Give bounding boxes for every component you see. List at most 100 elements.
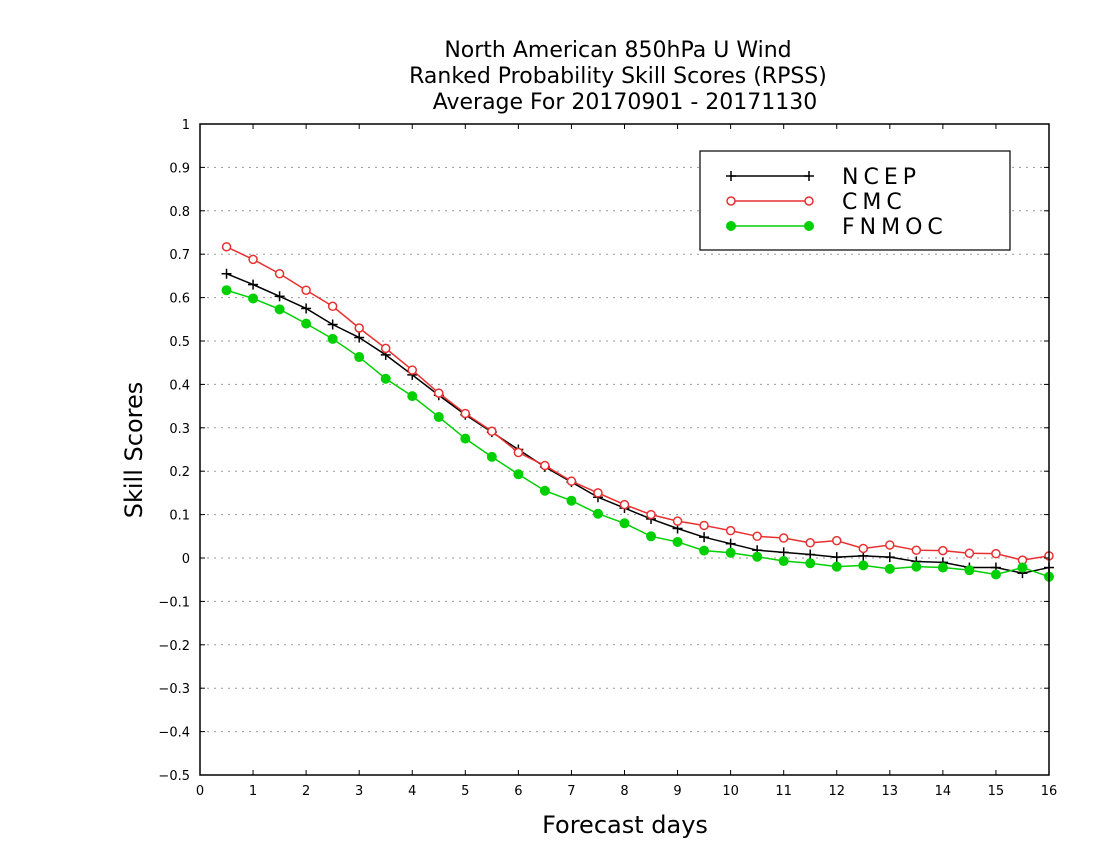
- y-tick-label: 0.5: [169, 335, 190, 350]
- grid-layer: [200, 166, 1049, 733]
- ticks-layer: 1 0.9 0.8 0.7 0.6 0.5 0.4 0.3 0.2 0.1 0 −0.1 −0.2 −0.…: [158, 118, 1057, 799]
- data-point-ncep: [725, 538, 736, 549]
- y-tick-label: 0.3: [169, 422, 190, 437]
- data-point-ncep: [805, 549, 816, 560]
- legend-item-ncep: NCEP: [726, 165, 921, 190]
- x-tick-label: 3: [355, 784, 363, 799]
- chart-title-line-3: Average For 20170901 - 20171130: [433, 90, 818, 115]
- series-cmc: [221, 242, 1054, 565]
- chart-title-line-2: Ranked Probability Skill Scores (RPSS): [409, 64, 827, 89]
- data-point-cmc: [885, 540, 895, 550]
- series-line-ncep: [226, 273, 1050, 574]
- data-point-fnmoc: [964, 565, 975, 576]
- data-point-ncep: [274, 291, 285, 302]
- data-point-ncep: [301, 303, 312, 314]
- chart-title-line-1: North American 850hPa U Wind: [444, 38, 791, 63]
- data-point-cmc: [805, 538, 815, 548]
- series-ncep: [221, 268, 1054, 579]
- data-point-fnmoc: [990, 569, 1001, 580]
- data-point-cmc: [380, 343, 391, 354]
- y-tick-label: 0: [182, 552, 190, 567]
- data-point-cmc: [566, 476, 577, 486]
- legend-marker-fnmoc: [726, 221, 736, 231]
- data-point-cmc: [646, 509, 656, 520]
- legend-marker-cmc: [804, 196, 814, 206]
- data-point-cmc: [407, 365, 417, 375]
- data-point-cmc: [513, 447, 524, 458]
- legend-marker-cmc: [726, 196, 736, 206]
- data-point-cmc: [619, 499, 630, 510]
- data-point-cmc: [540, 460, 550, 471]
- data-point-fnmoc: [937, 562, 948, 573]
- data-point-cmc: [327, 301, 338, 312]
- data-point-fnmoc: [619, 518, 630, 529]
- data-point-fnmoc: [672, 536, 683, 547]
- y-tick-label: 0.6: [169, 292, 190, 307]
- data-point-cmc: [301, 285, 311, 295]
- legend-marker-ncep: [804, 171, 814, 181]
- data-point-fnmoc: [911, 561, 922, 572]
- data-point-fnmoc: [248, 293, 259, 304]
- data-point-cmc: [858, 543, 869, 554]
- y-tick-label: −0.1: [158, 595, 190, 610]
- data-point-fnmoc: [646, 531, 657, 542]
- legend-item-cmc: CMC: [726, 190, 907, 215]
- y-tick-label: 0.7: [169, 248, 190, 263]
- data-point-ncep: [778, 547, 789, 558]
- y-tick-label: −0.4: [158, 726, 190, 741]
- y-tick-label: 0.8: [169, 205, 190, 220]
- data-point-fnmoc: [433, 411, 444, 422]
- series-fnmoc: [221, 285, 1054, 582]
- x-tick-label: 8: [620, 784, 628, 799]
- data-point-fnmoc: [752, 551, 763, 562]
- data-point-fnmoc: [884, 563, 895, 574]
- x-tick-label: 16: [1041, 784, 1058, 799]
- data-point-fnmoc: [327, 333, 338, 344]
- x-tick-label: 6: [514, 784, 522, 799]
- legend-label-fnmoc: FNMOC: [842, 215, 948, 240]
- x-tick-label: 14: [935, 784, 952, 799]
- data-point-cmc: [938, 545, 948, 556]
- data-point-fnmoc: [380, 373, 391, 384]
- y-tick-label: 1: [182, 118, 190, 133]
- y-tick-label: 0.1: [169, 509, 190, 524]
- data-point-fnmoc: [513, 469, 524, 480]
- data-point-fnmoc: [1017, 562, 1028, 573]
- legend-marker-ncep: [726, 171, 736, 181]
- legend-marker-fnmoc: [804, 221, 814, 231]
- data-point-cmc: [487, 426, 497, 437]
- data-point-fnmoc: [301, 318, 312, 329]
- data-point-ncep: [354, 332, 365, 343]
- data-point-ncep: [248, 279, 259, 290]
- x-tick-label: 4: [408, 784, 416, 799]
- x-tick-label: 2: [302, 784, 310, 799]
- data-point-cmc: [964, 548, 975, 558]
- y-tick-label: 0.4: [169, 378, 190, 393]
- data-point-fnmoc: [486, 451, 497, 462]
- legend-label-ncep: NCEP: [842, 165, 921, 190]
- x-axis-label: Forecast days: [542, 811, 708, 839]
- data-point-cmc: [248, 254, 258, 265]
- data-point-ncep: [221, 268, 232, 279]
- data-point-cmc: [911, 545, 922, 555]
- legend-item-fnmoc: FNMOC: [726, 215, 948, 240]
- data-point-ncep: [699, 532, 710, 543]
- data-point-fnmoc: [566, 495, 577, 506]
- data-point-cmc: [672, 516, 683, 526]
- x-tick-label: 12: [828, 784, 845, 799]
- data-point-cmc: [434, 388, 444, 398]
- x-tick-label: 15: [988, 784, 1005, 799]
- legend-label-cmc: CMC: [842, 190, 907, 215]
- data-point-fnmoc: [778, 556, 789, 567]
- x-tick-label: 9: [673, 784, 681, 799]
- data-point-cmc: [274, 268, 285, 279]
- data-point-fnmoc: [592, 508, 603, 519]
- data-point-ncep: [327, 319, 338, 330]
- x-tick-label: 10: [722, 784, 739, 799]
- x-tick-label: 0: [196, 784, 204, 799]
- series-layer: [221, 242, 1054, 582]
